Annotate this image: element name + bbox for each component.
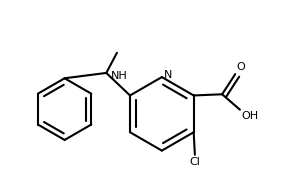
Text: N: N — [164, 70, 173, 80]
Text: O: O — [236, 62, 245, 72]
Text: NH: NH — [111, 71, 128, 81]
Text: Cl: Cl — [189, 157, 200, 167]
Text: OH: OH — [241, 111, 258, 121]
